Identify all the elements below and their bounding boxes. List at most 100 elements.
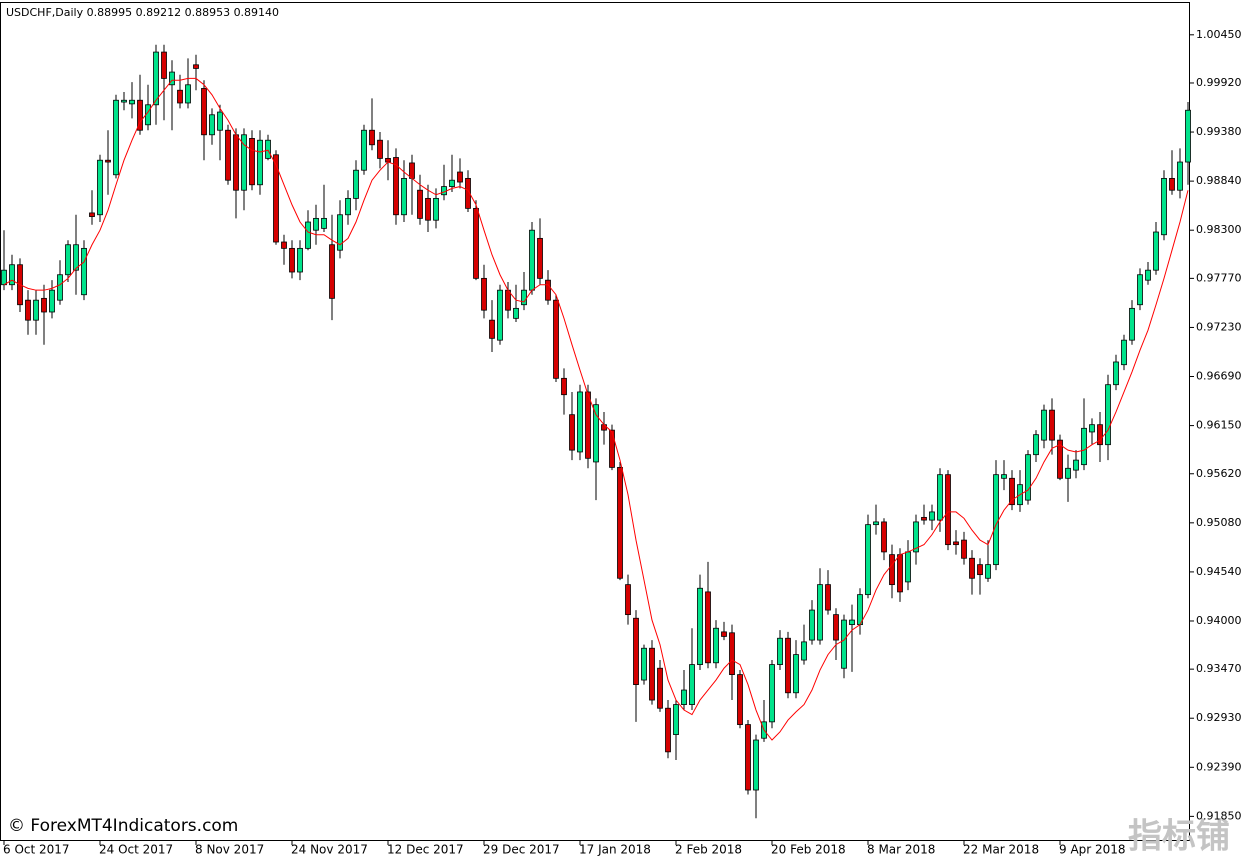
bear-body	[1169, 177, 1175, 191]
x-tick-label: 2 Feb 2018	[675, 843, 742, 857]
bear-body	[561, 377, 567, 396]
bull-body	[49, 289, 55, 313]
y-tick-label: 0.96690	[1196, 370, 1242, 383]
bear-body	[953, 541, 959, 546]
bull-body	[809, 609, 815, 641]
y-tick-label: 0.95080	[1196, 516, 1242, 529]
bull-body	[305, 221, 311, 249]
bull-body	[153, 51, 159, 106]
bear-body	[137, 99, 143, 131]
bull-body	[337, 214, 343, 251]
bear-body	[105, 159, 111, 163]
bull-body	[937, 474, 943, 521]
bull-body	[841, 619, 847, 669]
y-tick-label: 1.00450	[1196, 28, 1242, 41]
bull-body	[753, 739, 759, 791]
bear-body	[649, 647, 655, 701]
bear-body	[329, 244, 335, 299]
bull-body	[1121, 339, 1127, 366]
logo: 指标铺	[1128, 817, 1230, 857]
bull-body	[1089, 424, 1095, 433]
bull-body	[857, 594, 863, 626]
bull-body	[1161, 177, 1167, 236]
bull-body	[449, 179, 455, 187]
marks	[1, 44, 1191, 819]
bear-body	[601, 424, 607, 431]
x-tick-label: 17 Jan 2018	[579, 843, 651, 857]
bear-body	[481, 277, 487, 311]
bull-body	[929, 511, 935, 521]
bull-body	[433, 197, 439, 221]
bear-body	[657, 667, 663, 709]
bear-body	[377, 139, 383, 159]
bull-body	[113, 99, 119, 176]
bear-body	[161, 51, 167, 79]
bull-body	[993, 474, 999, 566]
chart-title: USDCHF,Daily 0.88995 0.89212 0.88953 0.8…	[6, 6, 279, 19]
bull-body	[257, 139, 263, 186]
bull-body	[81, 247, 87, 296]
bull-body	[1153, 231, 1159, 271]
bull-body	[361, 129, 367, 171]
bull-body	[217, 111, 223, 131]
bull-body	[57, 274, 63, 301]
bull-body	[1033, 434, 1039, 456]
bear-body	[425, 197, 431, 221]
bull-body	[641, 647, 647, 681]
x-tick-label: 29 Dec 2017	[483, 843, 560, 857]
bear-body	[369, 129, 375, 146]
bear-body	[457, 171, 463, 183]
bear-body	[409, 162, 415, 179]
bull-body	[169, 71, 175, 86]
x-tick-label: 8 Mar 2018	[867, 843, 935, 857]
bull-body	[865, 524, 871, 596]
bull-body	[353, 169, 359, 199]
y-tick-label: 0.98300	[1196, 223, 1242, 236]
bull-body	[681, 689, 687, 705]
x-tick-label: 8 Nov 2017	[195, 843, 264, 857]
bull-body	[121, 99, 127, 103]
y-tick-label: 0.99920	[1196, 76, 1242, 89]
bull-body	[1145, 269, 1151, 281]
bull-body	[265, 139, 271, 159]
y-tick-label: 0.93470	[1196, 662, 1242, 675]
bull-body	[777, 637, 783, 666]
y-tick-label: 0.95620	[1196, 467, 1242, 480]
bull-body	[985, 564, 991, 579]
bull-body	[321, 217, 327, 229]
bear-body	[921, 516, 927, 521]
y-tick-label: 0.94540	[1196, 565, 1242, 578]
bull-body	[497, 289, 503, 341]
bull-body	[513, 307, 519, 319]
bear-body	[721, 631, 727, 637]
bear-body	[881, 521, 887, 553]
x-tick-label: 12 Dec 2017	[387, 843, 464, 857]
bear-body	[833, 614, 839, 641]
bull-body	[33, 299, 39, 321]
bull-body	[401, 177, 407, 216]
bull-body	[185, 84, 191, 104]
bear-body	[289, 247, 295, 273]
y-tick-label: 0.91850	[1196, 809, 1242, 822]
bear-body	[201, 88, 207, 136]
watermark: © ForexMT4Indicators.com	[8, 816, 238, 836]
bear-body	[889, 554, 895, 586]
bull-body	[873, 521, 879, 526]
bear-body	[961, 539, 967, 559]
bull-body	[297, 247, 303, 273]
bear-body	[465, 177, 471, 209]
bear-body	[281, 241, 287, 249]
x-tick-label: 24 Nov 2017	[291, 843, 368, 857]
bear-body	[177, 89, 183, 104]
bull-body	[1, 269, 7, 286]
y-tick-label: 0.99380	[1196, 125, 1242, 138]
bear-body	[417, 189, 423, 219]
bear-body	[609, 429, 615, 468]
bull-body	[521, 289, 527, 306]
bear-body	[473, 207, 479, 279]
bear-body	[625, 584, 631, 616]
bear-body	[393, 157, 399, 216]
bear-body	[537, 237, 543, 279]
